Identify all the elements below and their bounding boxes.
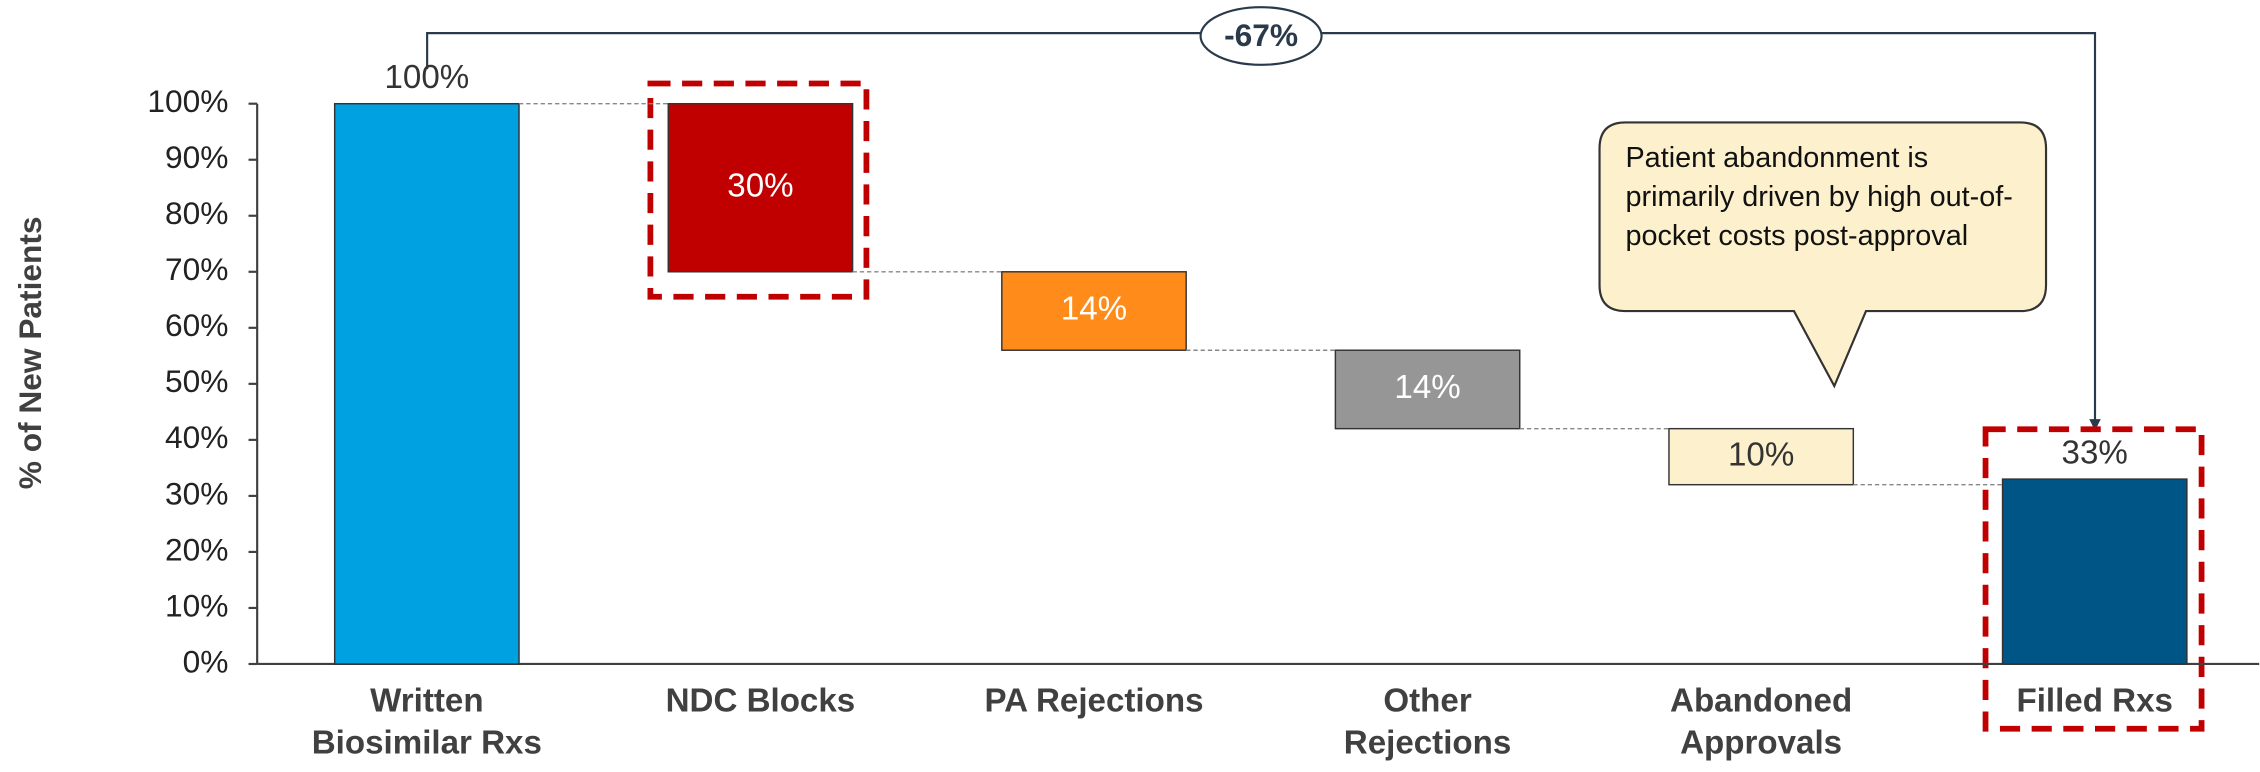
value-label: 10% xyxy=(1728,436,1794,473)
callout-text: Patient abandonment is primarily driven … xyxy=(1625,142,2013,253)
y-tick-label: 90% xyxy=(165,139,228,175)
y-tick-label: 10% xyxy=(165,587,228,623)
x-tick-label: Written Biosimilar Rxs xyxy=(311,681,542,761)
x-tick-label-box: Other Rejections xyxy=(1343,681,1512,761)
x-tick-label-box: PA Rejections xyxy=(984,681,1204,719)
callout-box: Patient abandonment is primarily driven … xyxy=(1625,142,2013,253)
value-label: 14% xyxy=(1061,291,1127,328)
x-tick-label-box: Filled Rxs xyxy=(2016,681,2173,719)
x-tick-label-box: Abandoned Approvals xyxy=(1670,681,1853,761)
x-tick-label-box: Written Biosimilar Rxs xyxy=(311,681,542,761)
x-tick-label: Abandoned Approvals xyxy=(1670,681,1853,761)
highlight-box xyxy=(647,80,870,300)
x-tick-label: NDC Blocks xyxy=(665,681,856,719)
y-tick-label: 20% xyxy=(165,531,228,567)
x-tick-label-box: NDC Blocks xyxy=(665,681,856,719)
y-tick-label: 60% xyxy=(165,307,228,343)
y-tick-label: 80% xyxy=(165,195,228,231)
value-label: 33% xyxy=(2062,434,2128,471)
bar xyxy=(333,102,520,665)
y-tick-label: 0% xyxy=(183,643,229,679)
bar xyxy=(1334,349,1521,430)
y-tick-label: 50% xyxy=(165,363,228,399)
value-label: 100% xyxy=(385,59,470,96)
y-tick-label: 40% xyxy=(165,419,228,455)
bar xyxy=(2001,478,2188,665)
bar xyxy=(667,102,854,273)
bracket-badge xyxy=(1199,6,1323,66)
bracket-label: -67% xyxy=(1224,17,1298,53)
y-tick-label: 30% xyxy=(165,475,228,511)
callout-bubble xyxy=(1598,121,2048,389)
y-axis-title: % of New Patients xyxy=(12,216,48,489)
x-tick-label: PA Rejections xyxy=(984,681,1204,719)
x-tick-label: Filled Rxs xyxy=(2016,681,2173,719)
bar xyxy=(1001,271,1187,351)
highlight-box xyxy=(1982,426,2205,732)
value-label: 30% xyxy=(727,167,793,204)
value-label: 14% xyxy=(1394,369,1460,406)
bar xyxy=(1668,427,1855,486)
y-tick-label: 70% xyxy=(165,251,228,287)
x-tick-label: Other Rejections xyxy=(1343,681,1512,761)
y-tick-label: 100% xyxy=(147,83,228,119)
